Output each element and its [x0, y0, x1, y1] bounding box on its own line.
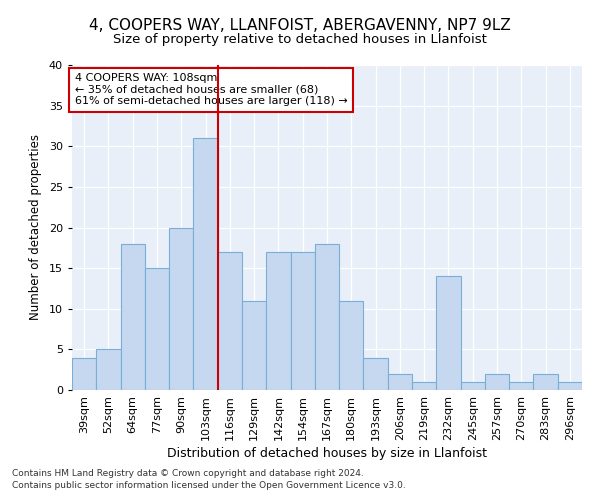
- Text: Size of property relative to detached houses in Llanfoist: Size of property relative to detached ho…: [113, 32, 487, 46]
- Bar: [193, 138, 218, 390]
- Bar: [96, 350, 121, 390]
- X-axis label: Distribution of detached houses by size in Llanfoist: Distribution of detached houses by size …: [167, 447, 487, 460]
- Bar: [533, 374, 558, 390]
- Bar: [436, 276, 461, 390]
- Bar: [145, 268, 169, 390]
- Text: Contains HM Land Registry data © Crown copyright and database right 2024.: Contains HM Land Registry data © Crown c…: [12, 468, 364, 477]
- Bar: [388, 374, 412, 390]
- Bar: [266, 252, 290, 390]
- Bar: [72, 358, 96, 390]
- Bar: [485, 374, 509, 390]
- Text: Contains public sector information licensed under the Open Government Licence v3: Contains public sector information licen…: [12, 481, 406, 490]
- Bar: [558, 382, 582, 390]
- Bar: [290, 252, 315, 390]
- Bar: [242, 300, 266, 390]
- Text: 4, COOPERS WAY, LLANFOIST, ABERGAVENNY, NP7 9LZ: 4, COOPERS WAY, LLANFOIST, ABERGAVENNY, …: [89, 18, 511, 32]
- Bar: [339, 300, 364, 390]
- Bar: [509, 382, 533, 390]
- Text: 4 COOPERS WAY: 108sqm
← 35% of detached houses are smaller (68)
61% of semi-deta: 4 COOPERS WAY: 108sqm ← 35% of detached …: [74, 73, 347, 106]
- Bar: [315, 244, 339, 390]
- Bar: [412, 382, 436, 390]
- Bar: [364, 358, 388, 390]
- Bar: [169, 228, 193, 390]
- Bar: [121, 244, 145, 390]
- Bar: [461, 382, 485, 390]
- Y-axis label: Number of detached properties: Number of detached properties: [29, 134, 42, 320]
- Bar: [218, 252, 242, 390]
